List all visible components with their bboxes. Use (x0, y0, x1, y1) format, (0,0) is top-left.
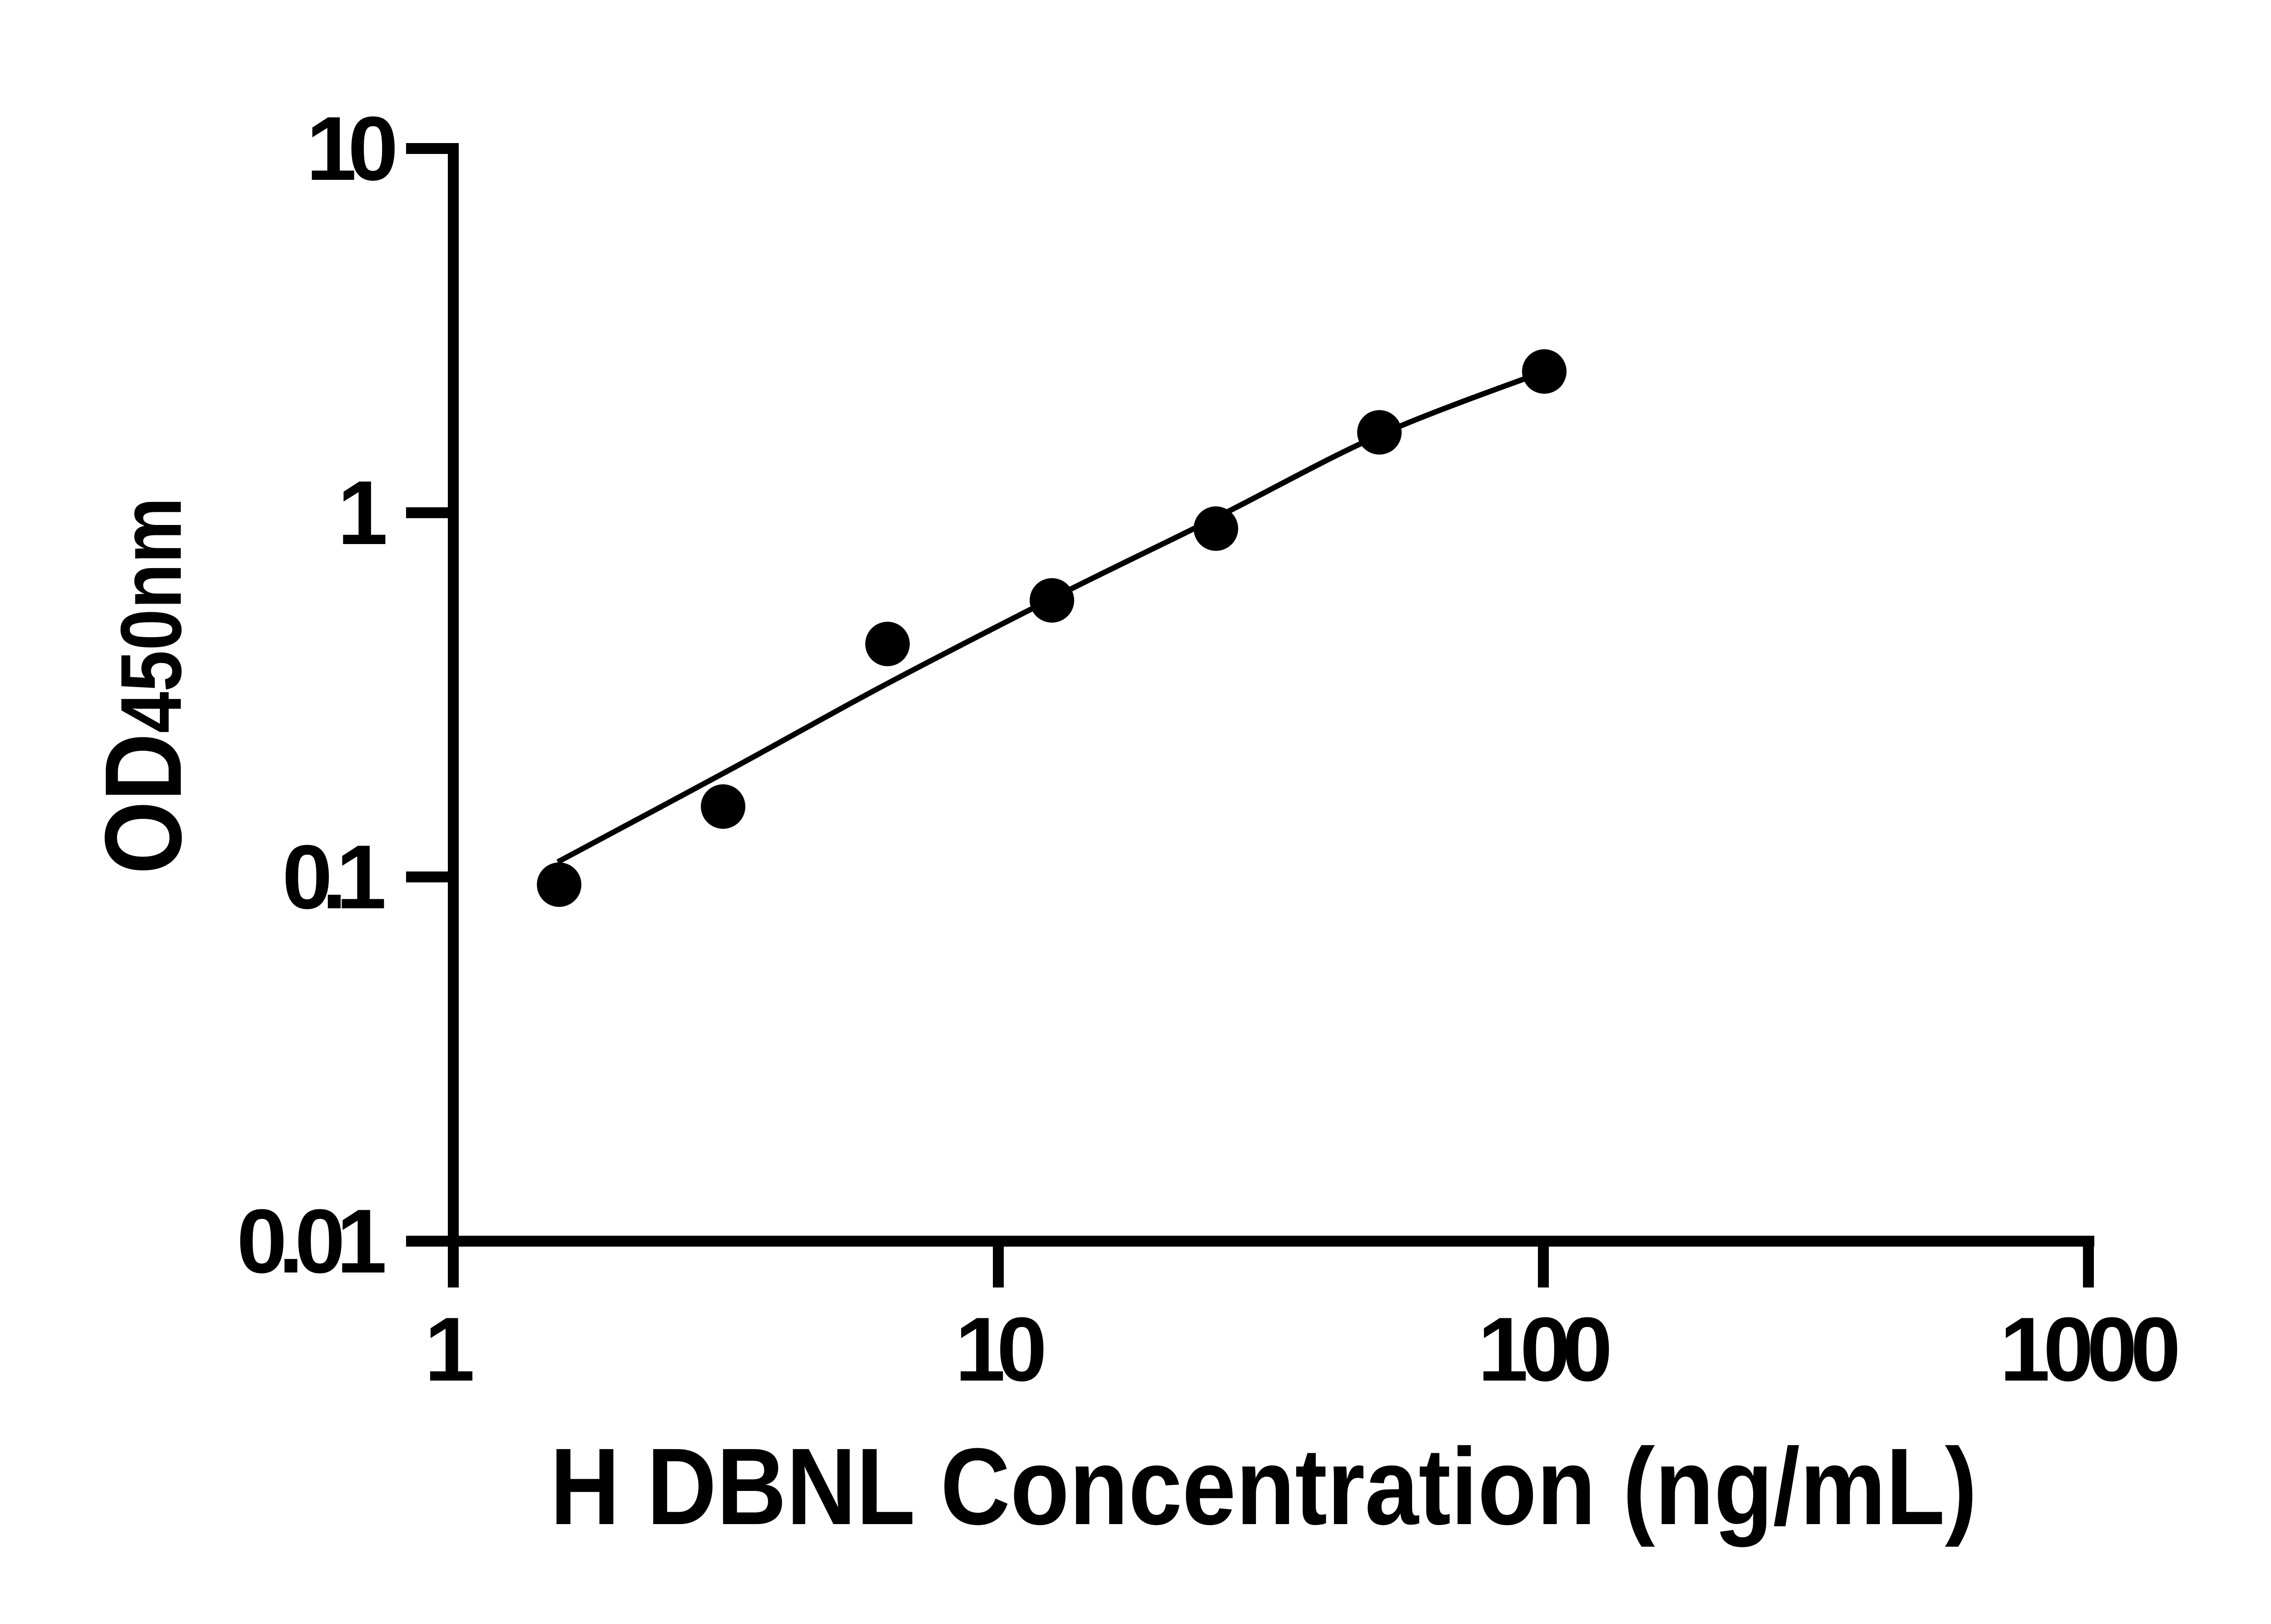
svg-text:OD450nm: OD450nm (82, 497, 204, 874)
svg-text:0.1: 0.1 (282, 827, 387, 928)
svg-text:0.01: 0.01 (237, 1191, 387, 1292)
svg-text:10: 10 (306, 98, 398, 199)
svg-text:1: 1 (424, 1299, 475, 1400)
svg-text:1000: 1000 (2000, 1299, 2181, 1400)
svg-text:1: 1 (337, 462, 388, 564)
svg-text:H DBNL Concentration (ng/mL): H DBNL Concentration (ng/mL) (550, 1426, 1977, 1547)
svg-text:100: 100 (1478, 1299, 1613, 1400)
svg-text:10: 10 (955, 1299, 1047, 1400)
